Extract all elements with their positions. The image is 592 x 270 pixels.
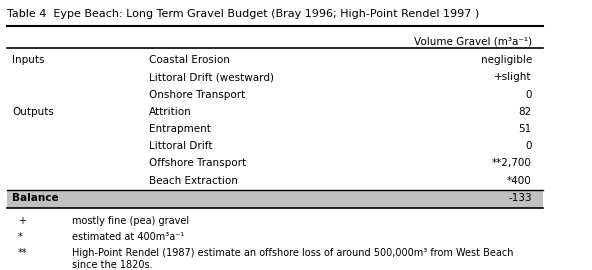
Text: Littoral Drift (westward): Littoral Drift (westward) <box>149 72 274 82</box>
Text: Entrapment: Entrapment <box>149 124 211 134</box>
Text: 0: 0 <box>525 90 532 100</box>
Text: Littoral Drift: Littoral Drift <box>149 141 213 151</box>
Text: Balance: Balance <box>12 193 59 203</box>
Text: -133: -133 <box>509 193 532 203</box>
Text: 0: 0 <box>525 141 532 151</box>
Text: mostly fine (pea) gravel: mostly fine (pea) gravel <box>72 215 189 225</box>
Text: 82: 82 <box>519 107 532 117</box>
Text: estimated at 400m³a⁻¹: estimated at 400m³a⁻¹ <box>72 232 185 242</box>
Text: Coastal Erosion: Coastal Erosion <box>149 55 230 65</box>
FancyBboxPatch shape <box>7 190 543 208</box>
Text: Attrition: Attrition <box>149 107 192 117</box>
Text: Outputs: Outputs <box>12 107 54 117</box>
Text: Offshore Transport: Offshore Transport <box>149 158 246 168</box>
Text: negligible: negligible <box>481 55 532 65</box>
Text: Beach Extraction: Beach Extraction <box>149 176 238 185</box>
Text: **: ** <box>18 248 27 258</box>
Text: Inputs: Inputs <box>12 55 45 65</box>
Text: *400: *400 <box>507 176 532 185</box>
Text: Table 4  Eype Beach: Long Term Gravel Budget (Bray 1996; High-Point Rendel 1997 : Table 4 Eype Beach: Long Term Gravel Bud… <box>7 9 479 19</box>
Text: +: + <box>18 215 26 225</box>
Text: 51: 51 <box>519 124 532 134</box>
Text: Onshore Transport: Onshore Transport <box>149 90 245 100</box>
Text: Volume Gravel (m³a⁻¹): Volume Gravel (m³a⁻¹) <box>414 36 532 46</box>
Text: +slight: +slight <box>494 72 532 82</box>
Text: **2,700: **2,700 <box>492 158 532 168</box>
Text: *: * <box>18 232 22 242</box>
Text: High-Point Rendel (1987) estimate an offshore loss of around 500,000m³ from West: High-Point Rendel (1987) estimate an off… <box>72 248 514 270</box>
